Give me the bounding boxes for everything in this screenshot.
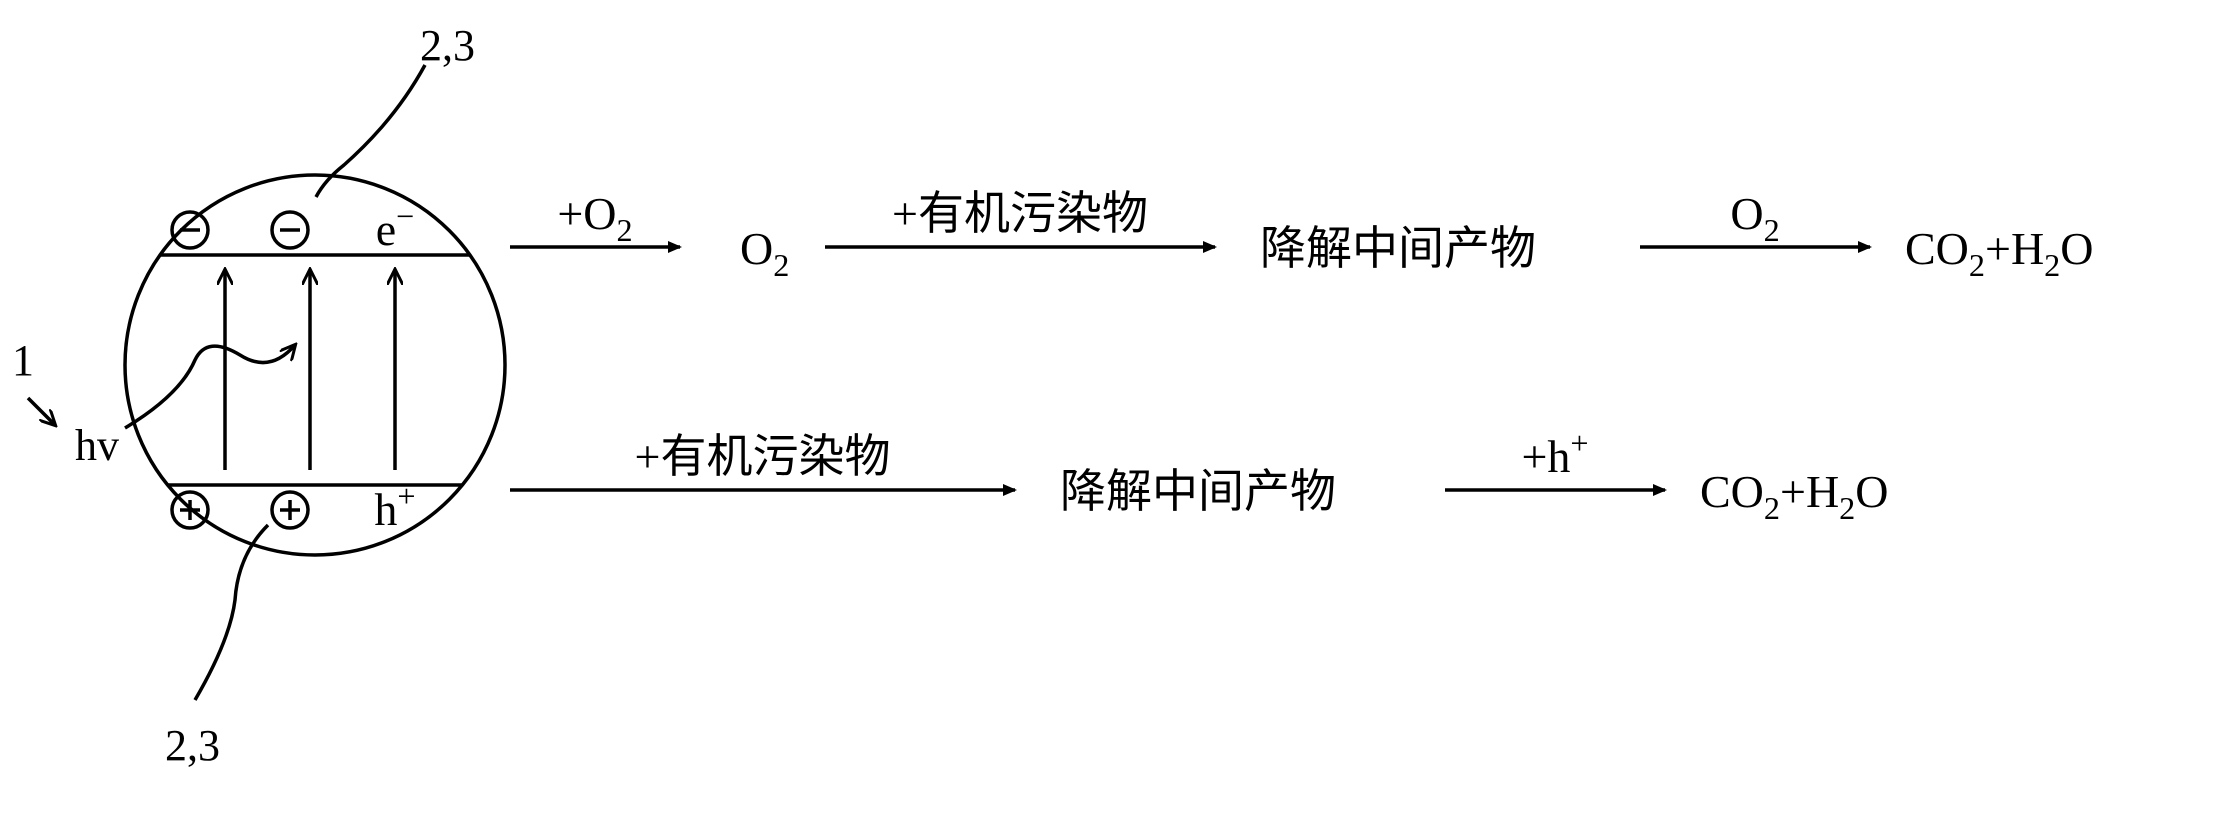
top-label-o2-2: O2 [1730, 188, 1779, 248]
bottom-label-organic: +有机污染物 [635, 431, 891, 482]
top-o2: O2 [740, 223, 789, 283]
electron-symbol [272, 212, 308, 248]
electron-label: e− [376, 198, 415, 255]
photocatalysis-diagram: e−h+2,32,31hv+O2O2+有机污染物降解中间产物O2CO2+H2O+… [0, 0, 2236, 822]
annotation-bottom: 2,3 [165, 721, 220, 770]
leader-bottom [195, 525, 268, 700]
annotation-top: 2,3 [420, 21, 475, 70]
hole-symbol [172, 492, 208, 528]
annotation-1: 1 [12, 336, 34, 385]
top-label-plus-o2: +O2 [557, 188, 632, 248]
hv-arrow [125, 345, 295, 428]
bottom-label-hplus: +h+ [1521, 425, 1588, 482]
particle-circle [125, 175, 505, 555]
leader-1-arrow [28, 398, 55, 425]
hole-symbol [272, 492, 308, 528]
final-products: CO2+H2O [1700, 466, 1889, 526]
leader-top [316, 65, 425, 197]
electron-symbol [172, 212, 208, 248]
top-label-organic: +有机污染物 [892, 188, 1148, 239]
top-intermediate: 降解中间产物 [1260, 223, 1536, 274]
bottom-intermediate: 降解中间产物 [1060, 466, 1336, 517]
hole-label: h+ [374, 478, 415, 535]
final-products: CO2+H2O [1905, 223, 2094, 283]
hv-label: hv [75, 421, 119, 470]
